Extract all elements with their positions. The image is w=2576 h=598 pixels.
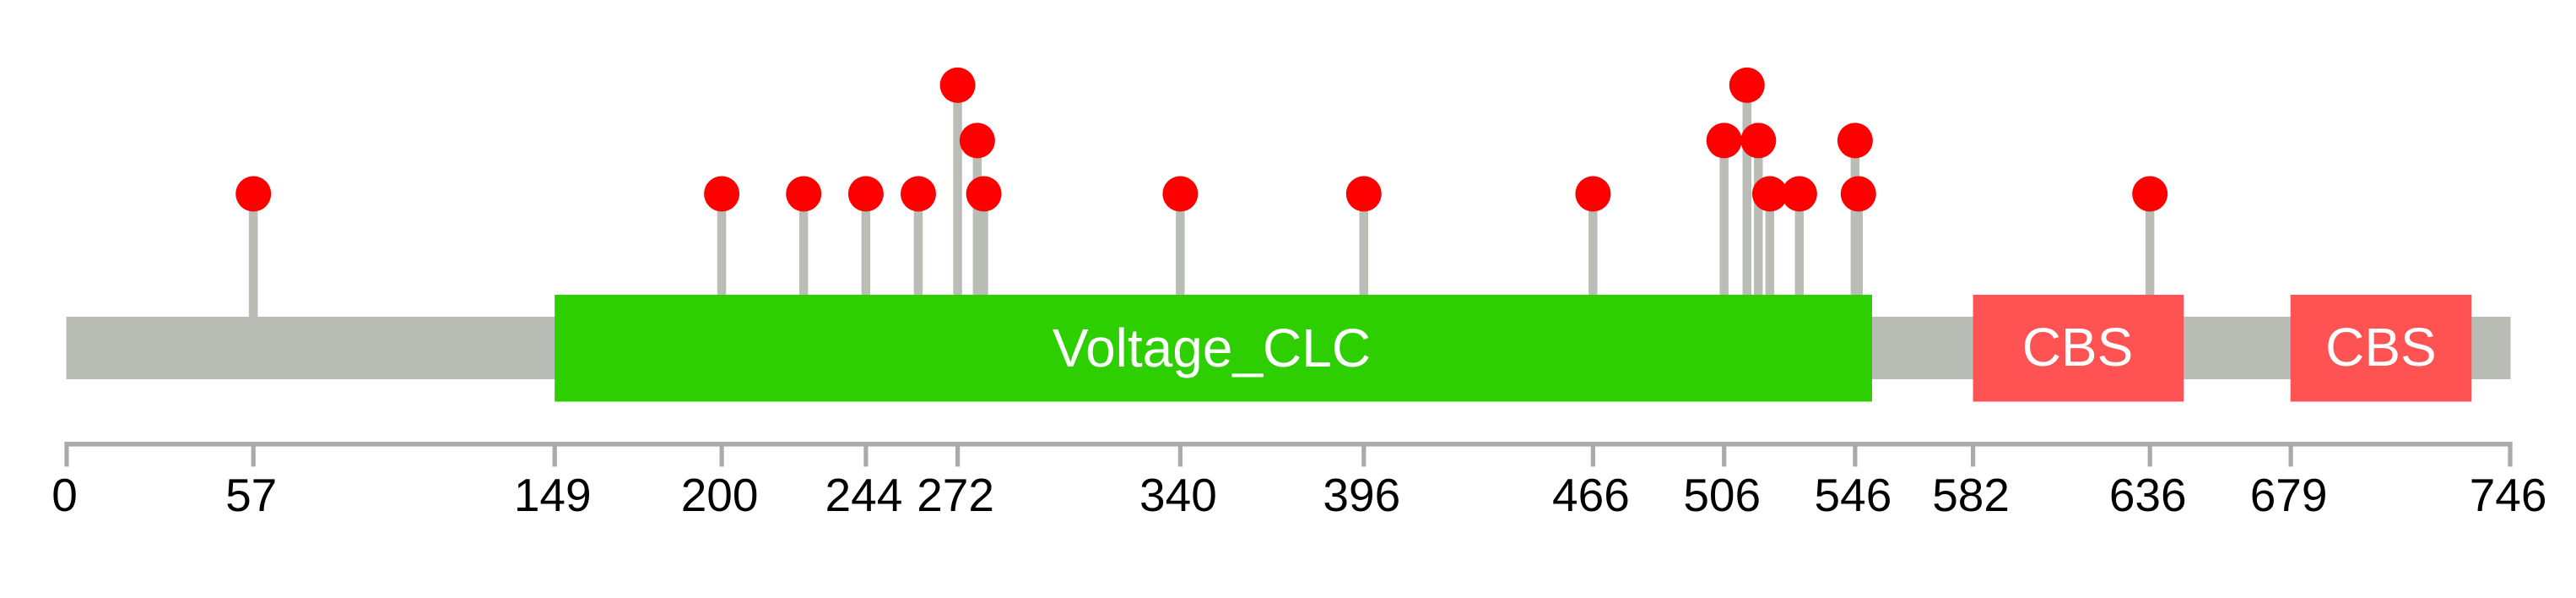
svg-text:340: 340	[1139, 469, 1217, 521]
svg-text:200: 200	[681, 469, 759, 521]
svg-text:CBS: CBS	[2022, 317, 2134, 378]
svg-text:0: 0	[51, 469, 78, 521]
svg-text:466: 466	[1552, 469, 1630, 521]
svg-text:149: 149	[514, 469, 592, 521]
svg-text:396: 396	[1323, 469, 1400, 521]
svg-text:506: 506	[1683, 469, 1761, 521]
svg-text:272: 272	[917, 469, 994, 521]
svg-text:679: 679	[2250, 469, 2328, 521]
svg-text:CBS: CBS	[2325, 317, 2437, 378]
svg-text:244: 244	[825, 469, 903, 521]
svg-text:582: 582	[1932, 469, 2010, 521]
svg-text:636: 636	[2109, 469, 2187, 521]
svg-text:Voltage_CLC: Voltage_CLC	[1053, 318, 1371, 378]
svg-text:546: 546	[1815, 469, 1892, 521]
svg-text:746: 746	[2470, 469, 2547, 521]
svg-text:57: 57	[225, 469, 277, 521]
